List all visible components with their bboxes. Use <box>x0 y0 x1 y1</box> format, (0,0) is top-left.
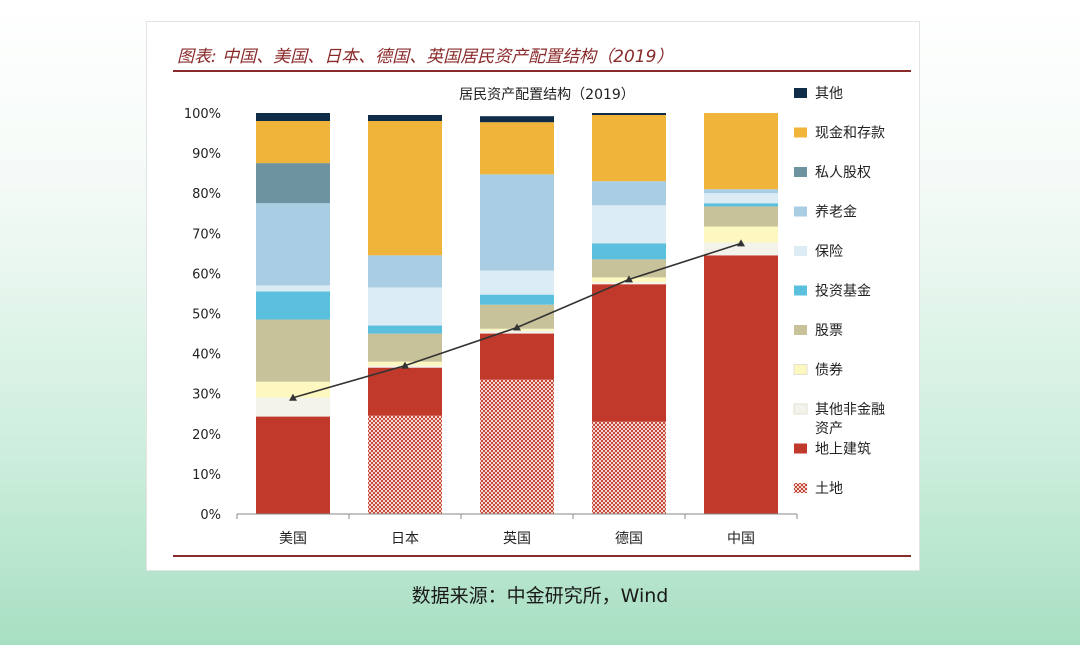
legend-swatch <box>794 127 807 138</box>
legend-swatch <box>794 246 807 256</box>
legend-swatch <box>794 325 807 335</box>
y-tick-label: 80% <box>192 187 221 202</box>
bar-segment <box>592 243 666 260</box>
trend-point <box>625 275 633 283</box>
bar-segment <box>368 287 442 326</box>
legend-label: 土地 <box>815 481 843 497</box>
x-tick-label: 美国 <box>279 531 307 547</box>
bar-segment <box>368 115 442 122</box>
bar-segment <box>480 122 554 175</box>
bar-segment <box>368 367 442 416</box>
legend-swatch <box>794 443 807 454</box>
legend-label: 其他 <box>815 86 843 102</box>
bar-segment <box>592 259 666 278</box>
bar-segment <box>480 330 554 334</box>
chart-title: 居民资产配置结构（2019） <box>459 87 635 103</box>
bar-segment <box>368 415 442 514</box>
bar-segment <box>256 319 330 382</box>
x-tick-label: 中国 <box>727 531 755 547</box>
bar-segment <box>256 113 330 122</box>
trend-point <box>401 361 409 369</box>
bar-segment <box>256 121 330 164</box>
y-tick-label: 20% <box>192 428 221 443</box>
bar-segment <box>480 116 554 123</box>
figure-title: 图表: 中国、美国、日本、德国、英国居民资产配置结构（2019） <box>177 47 674 67</box>
y-tick-label: 10% <box>192 468 221 483</box>
figure-card: 图表: 中国、美国、日本、德国、英国居民资产配置结构（2019） 居民资产配置结… <box>147 22 919 570</box>
y-tick-label: 100% <box>184 107 221 122</box>
bar-segment <box>592 113 666 116</box>
legend-label: 其他非金融资产 <box>815 402 885 437</box>
bar-segment <box>256 416 330 514</box>
bar-segment <box>704 226 778 243</box>
bar-segment <box>256 203 330 286</box>
bar-segment <box>704 189 778 194</box>
bar-segment <box>704 193 778 204</box>
bar-segment <box>256 163 330 204</box>
x-tick-label: 英国 <box>503 530 531 547</box>
bar-segment <box>592 421 666 514</box>
bar-segment <box>480 294 554 305</box>
legend-swatch <box>793 403 808 415</box>
legend-label: 投资基金 <box>815 283 871 300</box>
bar-segment <box>704 203 778 207</box>
legend-label: 债券 <box>815 363 843 379</box>
legend-swatch <box>794 285 807 296</box>
legend-swatch <box>793 364 808 375</box>
trend-point <box>737 239 745 247</box>
stacked-bar-chart: 居民资产配置结构（2019） 0% 10% 20% 30% 40% 50% 60% 70% 80… <box>184 86 885 547</box>
bar-segment <box>480 174 554 271</box>
bar-segment <box>704 113 778 190</box>
bar-segment <box>256 291 330 320</box>
bar-segment <box>256 285 330 292</box>
bar-segment <box>256 381 330 398</box>
trend-point <box>513 323 521 331</box>
bar-segment <box>256 397 330 417</box>
bar-segment <box>368 325 442 334</box>
bar-segment <box>592 284 666 422</box>
bar-segment <box>480 379 554 514</box>
y-tick-label: 40% <box>192 348 221 363</box>
bar-segment <box>704 255 778 515</box>
bar-segment <box>592 115 666 182</box>
y-tick-label: 60% <box>192 267 221 282</box>
bar-segment <box>480 333 554 380</box>
y-tick-label: 50% <box>192 308 221 323</box>
bar-segment <box>704 242 778 256</box>
bar-segment <box>480 270 554 295</box>
y-tick-label: 0% <box>200 508 221 523</box>
legend-label: 养老金 <box>815 205 857 221</box>
legend-swatch <box>794 483 807 493</box>
source-caption: 数据来源：中金研究所，Wind <box>411 585 669 607</box>
y-tick-label: 30% <box>192 388 221 403</box>
legend-swatch <box>794 206 807 217</box>
bar-segment <box>592 205 666 244</box>
bottom-rule <box>173 555 911 557</box>
y-tick-label: 70% <box>192 227 221 242</box>
bar-segment <box>592 282 666 285</box>
bar-segment <box>704 206 778 227</box>
bar-segment <box>592 181 666 206</box>
legend-label: 现金和存款 <box>815 126 885 142</box>
legend-swatch <box>794 88 807 98</box>
bar-segment <box>368 121 442 256</box>
legend-swatch <box>794 167 807 177</box>
legend-label: 私人股权 <box>815 165 871 181</box>
legend-label: 保险 <box>815 244 843 260</box>
bar-segment <box>368 255 442 288</box>
legend-label: 地上建筑 <box>815 442 871 458</box>
trend-point <box>289 393 297 401</box>
x-tick-label: 德国 <box>615 531 643 547</box>
x-tick-label: 日本 <box>391 531 419 547</box>
legend-label: 股票 <box>815 323 843 339</box>
title-rule <box>173 70 911 72</box>
y-tick-label: 90% <box>192 147 221 162</box>
